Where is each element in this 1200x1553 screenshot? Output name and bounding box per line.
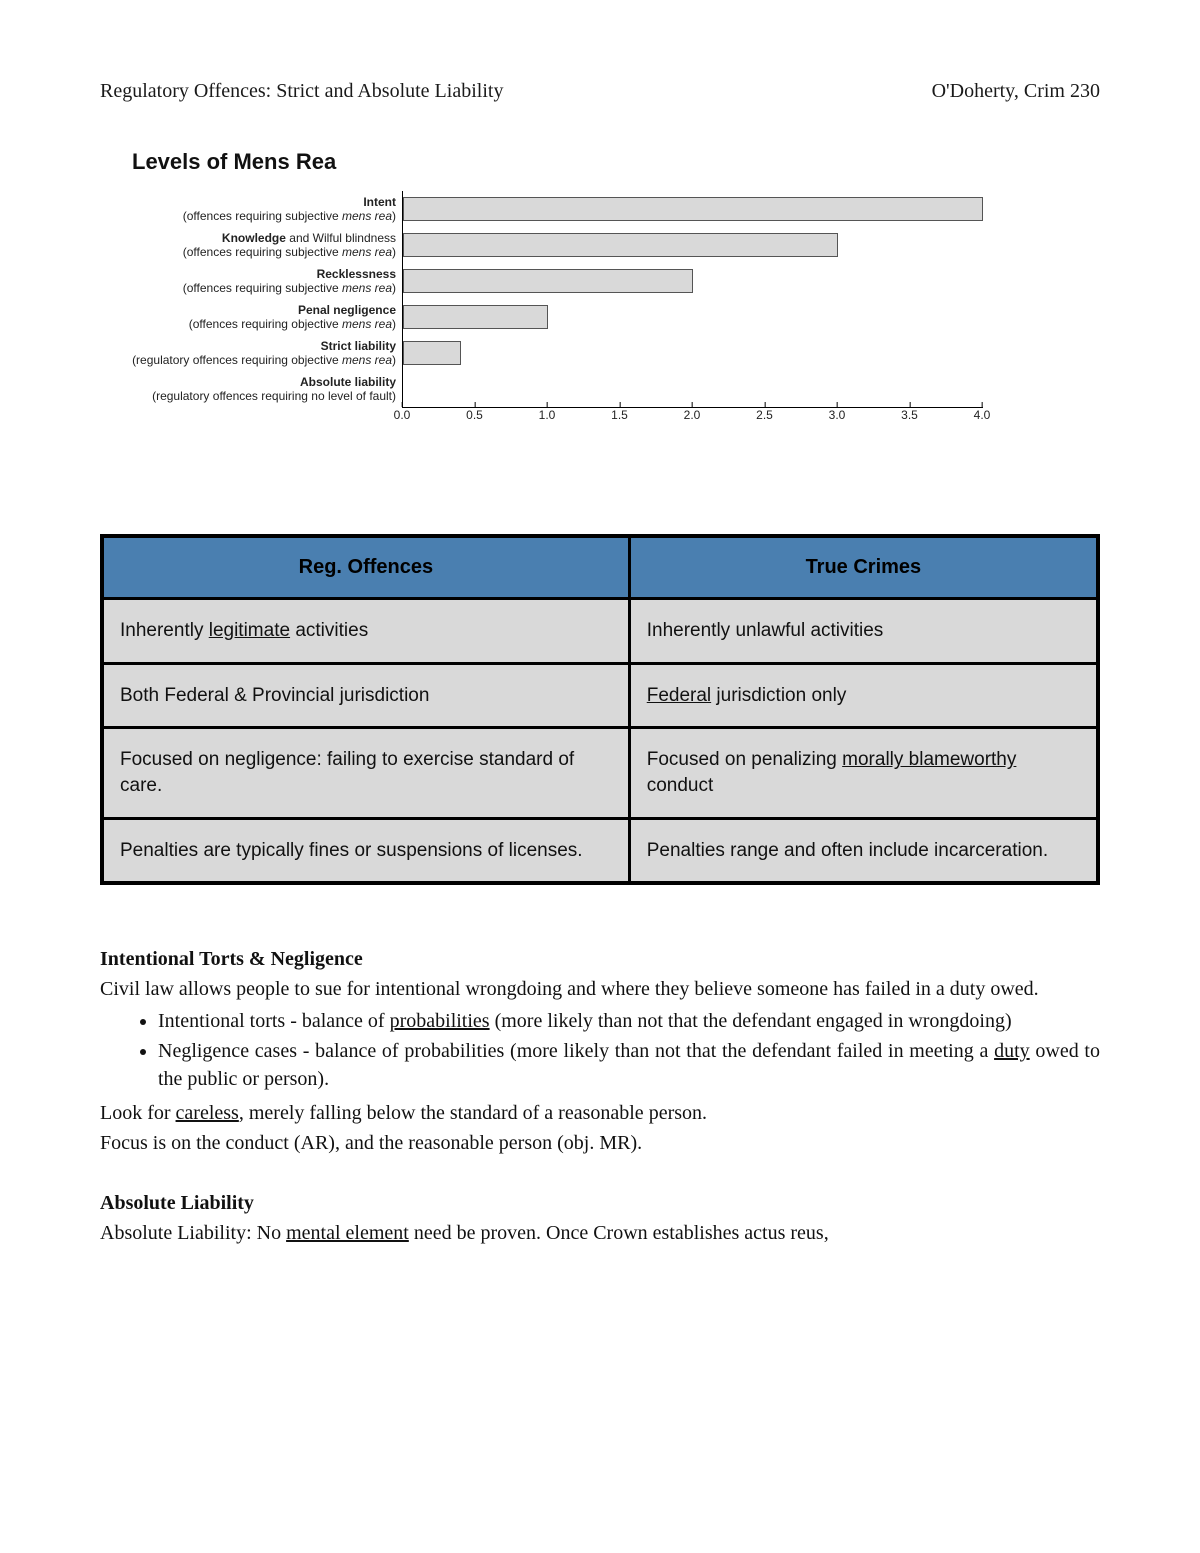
table-cell: Inherently legitimate activities (102, 599, 629, 664)
col-header-reg: Reg. Offences (102, 536, 629, 599)
chart-bar (403, 341, 461, 365)
chart-tick: 2.0 (684, 408, 701, 422)
col-header-true: True Crimes (629, 536, 1098, 599)
chart-tick: 1.0 (539, 408, 556, 422)
header-right: O'Doherty, Crim 230 (932, 80, 1100, 103)
chart-tick: 4.0 (974, 408, 991, 422)
torts-bullet-2: Negligence cases - balance of probabilit… (158, 1037, 1100, 1093)
torts-intro: Civil law allows people to sue for inten… (100, 975, 1100, 1003)
header-left: Regulatory Offences: Strict and Absolute… (100, 80, 503, 103)
chart-tick: 3.0 (829, 408, 846, 422)
torts-line-3: Look for careless, merely falling below … (100, 1099, 1100, 1127)
abs-heading: Absolute Liability (100, 1189, 1100, 1217)
chart-bar (403, 269, 693, 293)
table-cell: Both Federal & Provincial jurisdiction (102, 663, 629, 728)
comparison-table: Reg. Offences True Crimes Inherently leg… (100, 534, 1100, 885)
chart-label: Penal negligence(offences requiring obje… (132, 299, 402, 335)
chart-tick: 3.5 (901, 408, 918, 422)
chart-tick: 0.0 (394, 408, 411, 422)
chart-tick: 2.5 (756, 408, 773, 422)
table-cell: Focused on negligence: failing to exerci… (102, 728, 629, 818)
table-cell: Penalties range and often include incarc… (629, 818, 1098, 883)
chart-bar (403, 305, 548, 329)
torts-bullet-1: Intentional torts - balance of probabili… (158, 1007, 1100, 1035)
table-cell: Federal jurisdiction only (629, 663, 1098, 728)
table-cell: Focused on penalizing morally blameworth… (629, 728, 1098, 818)
chart-label: Knowledge and Wilful blindness(offences … (132, 227, 402, 263)
chart-label: Intent(offences requiring subjective men… (132, 191, 402, 227)
chart-label: Recklessness(offences requiring subjecti… (132, 263, 402, 299)
abs-line: Absolute Liability: No mental element ne… (100, 1219, 1100, 1247)
table-cell: Inherently unlawful activities (629, 599, 1098, 664)
mens-rea-chart: Levels of Mens Rea Intent(offences requi… (132, 149, 1072, 434)
chart-label: Strict liability(regulatory offences req… (132, 335, 402, 371)
chart-title: Levels of Mens Rea (132, 149, 1072, 175)
chart-bar (403, 233, 838, 257)
table-cell: Penalties are typically fines or suspens… (102, 818, 629, 883)
chart-bar (403, 197, 983, 221)
chart-tick: 1.5 (611, 408, 628, 422)
chart-label: Absolute liability(regulatory offences r… (132, 371, 402, 407)
chart-tick: 0.5 (466, 408, 483, 422)
torts-heading: Intentional Torts & Negligence (100, 945, 1100, 973)
torts-line-4: Focus is on the conduct (AR), and the re… (100, 1129, 1100, 1157)
